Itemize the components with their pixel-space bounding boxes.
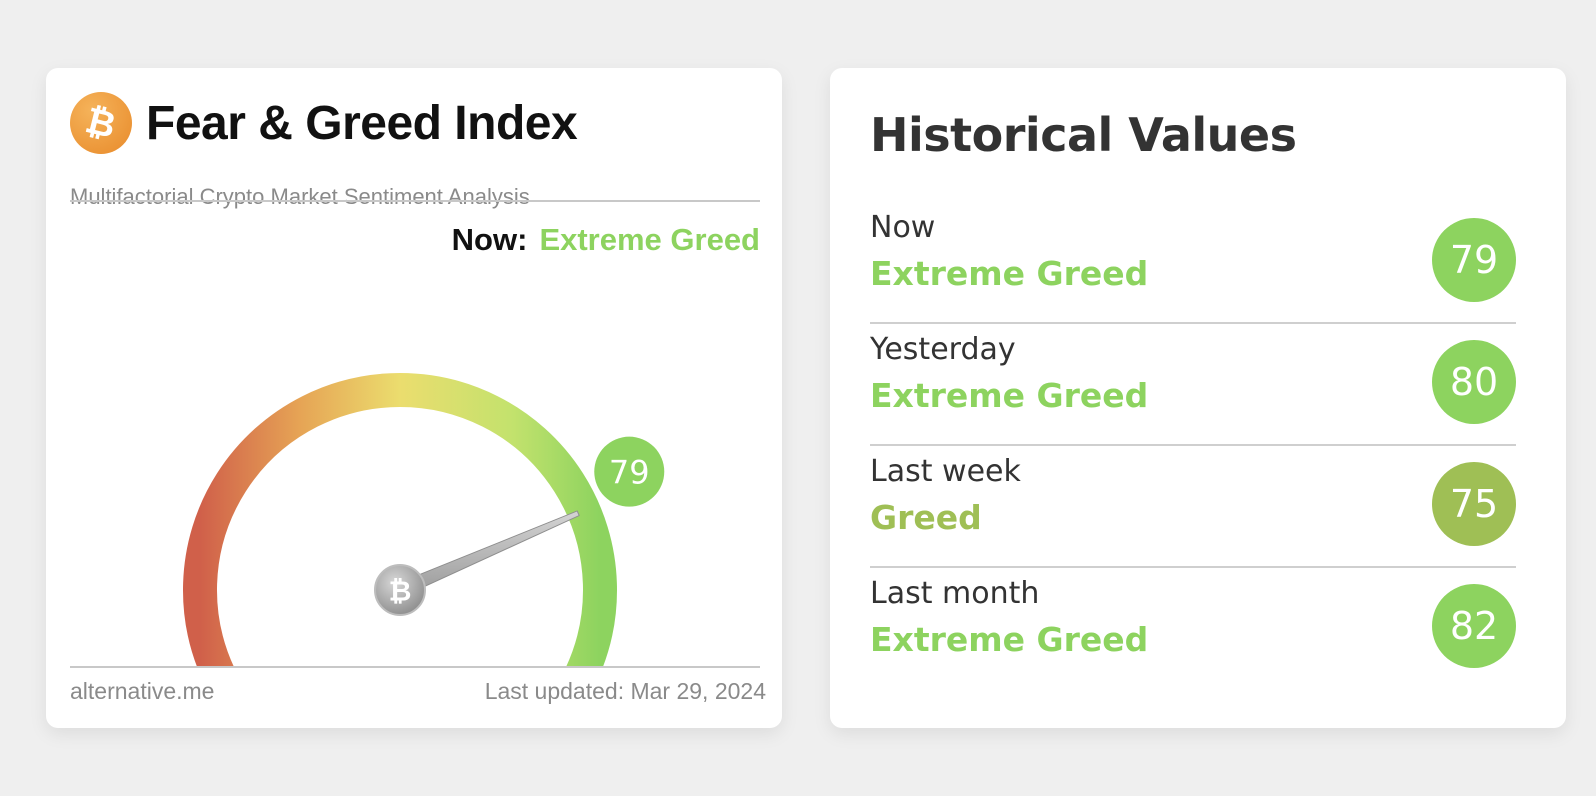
header-divider	[70, 200, 760, 202]
history-row-now: Now Extreme Greed 79	[870, 200, 1516, 324]
history-classification: Extreme Greed	[870, 376, 1149, 415]
history-row-last-week: Last week Greed 75	[870, 444, 1516, 568]
bitcoin-icon: ₿	[70, 92, 132, 154]
now-label: Now:	[451, 222, 528, 257]
history-period: Last month	[870, 576, 1040, 611]
gauge-value-text: 79	[609, 454, 650, 492]
last-updated: Last updated: Mar 29, 2024	[484, 678, 766, 704]
gauge-value-bubble	[594, 436, 665, 507]
gauge-hub-bitcoin-icon: ₿	[389, 575, 412, 608]
fear-greed-gauge: ₿ 79	[183, 373, 665, 668]
fear-greed-subtitle: Multifactorial Crypto Market Sentiment A…	[70, 184, 530, 209]
history-classification: Greed	[870, 498, 982, 537]
history-period: Last week	[870, 454, 1021, 489]
history-classification: Extreme Greed	[870, 620, 1149, 659]
source-link[interactable]: alternative.me	[70, 678, 215, 704]
history-row-yesterday: Yesterday Extreme Greed 80	[870, 322, 1516, 446]
fear-greed-card: ₿ Fear & Greed Index Multifactorial Cryp…	[46, 68, 782, 728]
history-period: Yesterday	[870, 332, 1016, 367]
history-period: Now	[870, 210, 936, 245]
gauge-hub	[374, 564, 426, 616]
history-value-badge: 79	[1432, 218, 1516, 302]
fear-greed-title: Fear & Greed Index	[146, 97, 578, 150]
now-status: Now: Extreme Greed	[452, 222, 760, 258]
history-classification: Extreme Greed	[870, 254, 1149, 293]
bitcoin-logo-symbol: ₿	[81, 100, 121, 147]
history-row-last-month: Last month Extreme Greed 82	[870, 566, 1516, 688]
historical-values-title: Historical Values	[870, 108, 1297, 162]
history-value-badge: 82	[1432, 584, 1516, 668]
footer-divider	[70, 666, 760, 668]
history-value-badge: 80	[1432, 340, 1516, 424]
gauge-arc	[183, 373, 617, 668]
history-value-badge: 75	[1432, 462, 1516, 546]
now-classification: Extreme Greed	[539, 222, 760, 257]
historical-values-card: Historical Values Now Extreme Greed 79 Y…	[830, 68, 1566, 728]
